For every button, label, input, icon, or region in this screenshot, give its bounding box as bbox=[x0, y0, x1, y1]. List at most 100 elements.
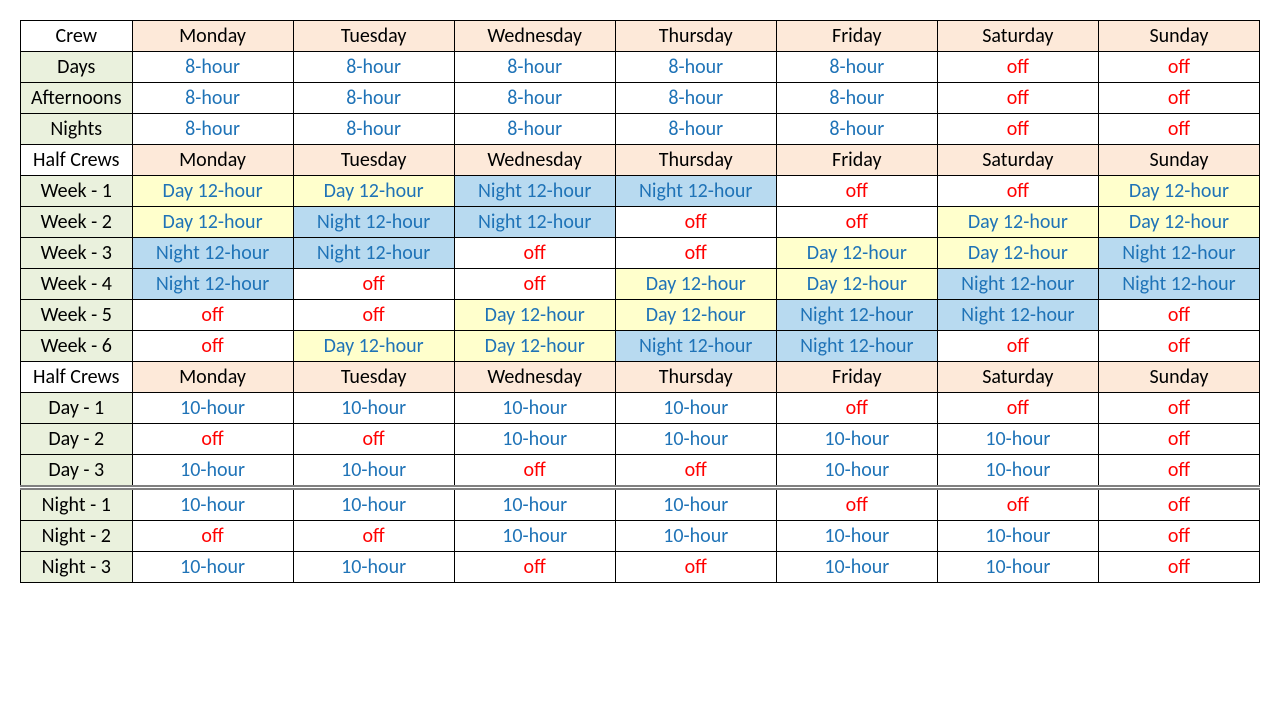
schedule-cell: 10-hour bbox=[776, 552, 937, 583]
schedule-cell: Night 12-hour bbox=[1098, 269, 1259, 300]
schedule-cell: off bbox=[776, 176, 937, 207]
schedule-row: Night - 110-hour10-hour10-hour10-houroff… bbox=[21, 488, 1260, 521]
schedule-cell: off bbox=[937, 393, 1098, 424]
schedule-cell: off bbox=[1098, 455, 1259, 488]
schedule-row: Night - 2offoff10-hour10-hour10-hour10-h… bbox=[21, 521, 1260, 552]
schedule-cell: 8-hour bbox=[293, 83, 454, 114]
row-label: Day - 1 bbox=[21, 393, 133, 424]
row-label: Days bbox=[21, 52, 133, 83]
day-header: Sunday bbox=[1098, 21, 1259, 52]
schedule-cell: Day 12-hour bbox=[132, 207, 293, 238]
row-label: Week - 2 bbox=[21, 207, 133, 238]
day-header: Thursday bbox=[615, 145, 776, 176]
schedule-cell: off bbox=[1098, 424, 1259, 455]
schedule-cell: off bbox=[1098, 83, 1259, 114]
schedule-cell: off bbox=[615, 455, 776, 488]
schedule-cell: Night 12-hour bbox=[132, 269, 293, 300]
row-label: Day - 3 bbox=[21, 455, 133, 488]
schedule-row: Week - 4Night 12-houroffoffDay 12-hourDa… bbox=[21, 269, 1260, 300]
schedule-cell: 8-hour bbox=[776, 52, 937, 83]
row-label: Nights bbox=[21, 114, 133, 145]
row-label: Night - 3 bbox=[21, 552, 133, 583]
day-header: Tuesday bbox=[293, 362, 454, 393]
schedule-cell: Night 12-hour bbox=[776, 331, 937, 362]
schedule-cell: Night 12-hour bbox=[615, 331, 776, 362]
row-label: Week - 4 bbox=[21, 269, 133, 300]
schedule-cell: off bbox=[615, 207, 776, 238]
day-header: Monday bbox=[132, 362, 293, 393]
schedule-cell: 10-hour bbox=[937, 455, 1098, 488]
section-header-row: CrewMondayTuesdayWednesdayThursdayFriday… bbox=[21, 21, 1260, 52]
schedule-cell: off bbox=[937, 114, 1098, 145]
schedule-row: Day - 110-hour10-hour10-hour10-houroffof… bbox=[21, 393, 1260, 424]
schedule-cell: off bbox=[937, 488, 1098, 521]
day-header: Monday bbox=[132, 21, 293, 52]
schedule-cell: Day 12-hour bbox=[776, 269, 937, 300]
schedule-cell: 8-hour bbox=[615, 52, 776, 83]
schedule-cell: 8-hour bbox=[293, 52, 454, 83]
schedule-cell: 8-hour bbox=[454, 114, 615, 145]
day-header: Friday bbox=[776, 21, 937, 52]
schedule-cell: Night 12-hour bbox=[937, 269, 1098, 300]
schedule-cell: Day 12-hour bbox=[1098, 176, 1259, 207]
schedule-cell: Day 12-hour bbox=[454, 300, 615, 331]
schedule-cell: 8-hour bbox=[615, 83, 776, 114]
schedule-cell: off bbox=[615, 552, 776, 583]
schedule-row: Week - 2Day 12-hourNight 12-hourNight 12… bbox=[21, 207, 1260, 238]
day-header: Saturday bbox=[937, 362, 1098, 393]
schedule-cell: 10-hour bbox=[615, 488, 776, 521]
schedule-row: Week - 1Day 12-hourDay 12-hourNight 12-h… bbox=[21, 176, 1260, 207]
schedule-row: Day - 310-hour10-houroffoff10-hour10-hou… bbox=[21, 455, 1260, 488]
schedule-cell: 10-hour bbox=[454, 393, 615, 424]
schedule-cell: 10-hour bbox=[937, 552, 1098, 583]
schedule-cell: off bbox=[293, 269, 454, 300]
row-label: Week - 5 bbox=[21, 300, 133, 331]
schedule-cell: off bbox=[454, 455, 615, 488]
day-header: Sunday bbox=[1098, 145, 1259, 176]
schedule-row: Week - 3Night 12-hourNight 12-houroffoff… bbox=[21, 238, 1260, 269]
schedule-cell: Night 12-hour bbox=[454, 176, 615, 207]
schedule-cell: off bbox=[937, 176, 1098, 207]
schedule-cell: off bbox=[1098, 488, 1259, 521]
schedule-cell: off bbox=[1098, 300, 1259, 331]
schedule-cell: Night 12-hour bbox=[293, 207, 454, 238]
schedule-cell: Day 12-hour bbox=[615, 269, 776, 300]
section-corner: Half Crews bbox=[21, 362, 133, 393]
day-header: Friday bbox=[776, 362, 937, 393]
day-header: Thursday bbox=[615, 21, 776, 52]
schedule-cell: 10-hour bbox=[615, 393, 776, 424]
schedule-cell: off bbox=[937, 331, 1098, 362]
schedule-cell: 10-hour bbox=[776, 521, 937, 552]
row-label: Week - 3 bbox=[21, 238, 133, 269]
row-label: Night - 2 bbox=[21, 521, 133, 552]
schedule-cell: off bbox=[132, 300, 293, 331]
day-header: Tuesday bbox=[293, 145, 454, 176]
schedule-row: Night - 310-hour10-houroffoff10-hour10-h… bbox=[21, 552, 1260, 583]
schedule-cell: 8-hour bbox=[132, 52, 293, 83]
day-header: Friday bbox=[776, 145, 937, 176]
schedule-cell: off bbox=[454, 238, 615, 269]
row-label: Day - 2 bbox=[21, 424, 133, 455]
schedule-cell: 10-hour bbox=[615, 424, 776, 455]
section-header-row: Half CrewsMondayTuesdayWednesdayThursday… bbox=[21, 145, 1260, 176]
schedule-cell: off bbox=[776, 488, 937, 521]
schedule-cell: Night 12-hour bbox=[132, 238, 293, 269]
schedule-cell: off bbox=[1098, 552, 1259, 583]
schedule-cell: 10-hour bbox=[454, 521, 615, 552]
schedule-cell: 10-hour bbox=[132, 393, 293, 424]
schedule-cell: 8-hour bbox=[776, 83, 937, 114]
schedule-row: Week - 6offDay 12-hourDay 12-hourNight 1… bbox=[21, 331, 1260, 362]
schedule-row: Days8-hour8-hour8-hour8-hour8-houroffoff bbox=[21, 52, 1260, 83]
schedule-cell: Night 12-hour bbox=[937, 300, 1098, 331]
schedule-cell: Day 12-hour bbox=[132, 176, 293, 207]
schedule-cell: off bbox=[937, 52, 1098, 83]
day-header: Sunday bbox=[1098, 362, 1259, 393]
schedule-cell: 10-hour bbox=[776, 455, 937, 488]
schedule-cell: 10-hour bbox=[132, 455, 293, 488]
schedule-cell: Day 12-hour bbox=[615, 300, 776, 331]
schedule-cell: 10-hour bbox=[454, 488, 615, 521]
section-corner: Half Crews bbox=[21, 145, 133, 176]
schedule-cell: Day 12-hour bbox=[293, 176, 454, 207]
schedule-cell: 10-hour bbox=[454, 424, 615, 455]
schedule-cell: 10-hour bbox=[776, 424, 937, 455]
